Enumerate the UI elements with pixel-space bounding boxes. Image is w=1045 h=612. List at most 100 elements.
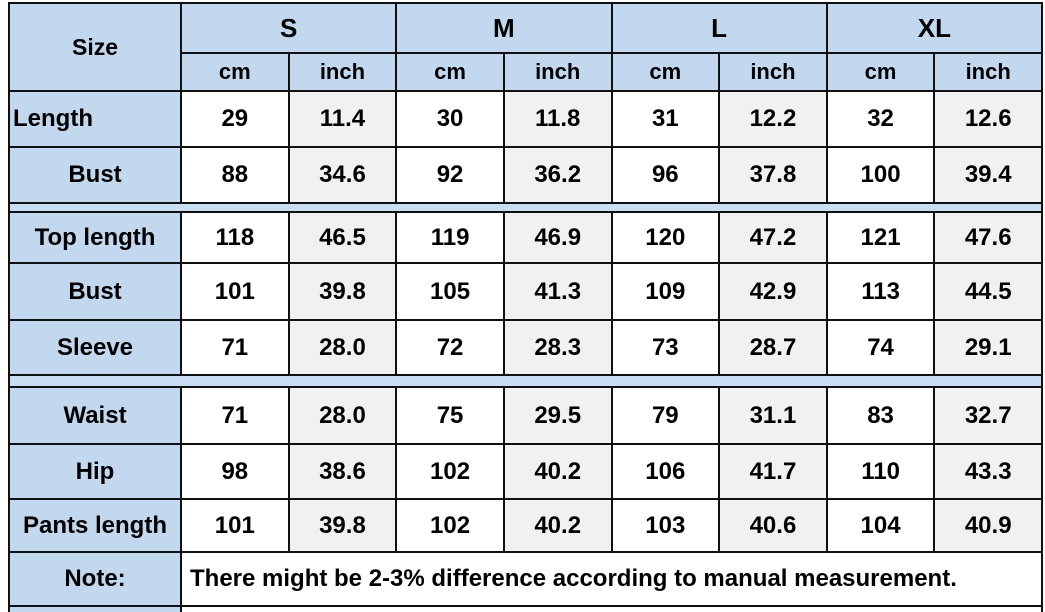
table-cell: 29.5 [502,386,613,445]
size-group-s: S [179,2,398,54]
section-divider [8,374,1043,388]
table-cell: 12.6 [933,90,1043,148]
table-cell: 92 [395,146,505,204]
table-cell: 96 [610,146,721,204]
table-cell: 40.9 [933,498,1043,553]
table-cell: 119 [395,211,505,264]
section-divider [8,202,1043,213]
size-group-l: L [610,2,828,54]
size-chart: Size S M L XL cm inch cm inch cm inch cm… [8,2,1043,612]
unit-header-inch: inch [933,52,1043,92]
table-cell: 83 [825,386,936,445]
unit-header-cm: cm [395,52,505,92]
table-cell: 46.5 [287,211,398,264]
table-cell: 71 [180,386,290,445]
table-cell: 104 [825,498,936,553]
table-cell: 118 [180,211,290,264]
table-cell: 32 [825,90,936,148]
table-row: Waist 71 28.0 75 29.5 79 31.1 83 32.7 [8,386,1043,445]
table-cell: 28.0 [287,319,398,376]
unit-header-inch: inch [718,52,828,92]
unit-header-cm: cm [825,52,936,92]
size-group-m: M [395,2,613,54]
corner-cell: Size [8,2,182,92]
table-cell: 71 [180,319,290,376]
row-label: Bust [8,146,182,204]
table-cell: 88 [180,146,290,204]
unit-header-cm: cm [180,52,290,92]
table-row: Bust 101 39.8 105 41.3 109 42.9 113 44.5 [8,262,1043,321]
size-chart-table: Size S M L XL cm inch cm inch cm inch cm… [8,2,1043,612]
table-cell: 72 [395,319,505,376]
table-cell: 28.0 [287,386,398,445]
note-text-cell: There might be 2-3% difference according… [180,551,1043,607]
table-cell: 40.2 [502,443,613,500]
table-cell: 39.4 [933,146,1043,204]
table-cell: 28.3 [502,319,613,376]
table-cell: 11.4 [287,90,398,148]
table-row: Hip 98 38.6 102 40.2 106 41.7 110 43.3 [8,443,1043,500]
table-cell: 100 [825,146,936,204]
unit-header-cm: cm [610,52,721,92]
table-row: Top length 118 46.5 119 46.9 120 47.2 12… [8,211,1043,264]
clipped-row [8,605,1043,612]
table-row: Pants length 101 39.8 102 40.2 103 40.6 … [8,498,1043,553]
table-cell: 42.9 [718,262,828,321]
table-cell: 29.1 [933,319,1043,376]
table-cell: 31 [610,90,721,148]
table-cell: 113 [825,262,936,321]
table-cell: 44.5 [933,262,1043,321]
table-cell: 29 [180,90,290,148]
row-label: Top length [8,211,182,264]
table-cell: 105 [395,262,505,321]
table-cell: 40.2 [502,498,613,553]
table-cell: 73 [610,319,721,376]
table-row: Bust 88 34.6 92 36.2 96 37.8 100 39.4 [8,146,1043,204]
section-divider-row [8,202,1043,213]
table-cell: 47.2 [718,211,828,264]
table-cell: 109 [610,262,721,321]
unit-header-inch: inch [287,52,398,92]
table-cell: 98 [180,443,290,500]
table-cell: 74 [825,319,936,376]
clipped-cell [180,605,1043,612]
table-cell: 31.1 [718,386,828,445]
table-row: Sleeve 71 28.0 72 28.3 73 28.7 74 29.1 [8,319,1043,376]
unit-header-row: cm inch cm inch cm inch cm inch [9,52,1043,92]
table-cell: 43.3 [933,443,1043,500]
table-cell: 46.9 [502,211,613,264]
note-label-cell: Note: [8,551,182,607]
table-cell: 39.8 [287,498,398,553]
table-cell: 102 [395,498,505,553]
row-label: Hip [8,443,182,500]
table-cell: 12.2 [718,90,828,148]
note-row: Note: There might be 2-3% difference acc… [8,551,1043,607]
table-cell: 37.8 [718,146,828,204]
clipped-label-cell [8,605,182,612]
row-label: Pants length [8,498,182,553]
size-group-xl: XL [825,2,1043,54]
table-cell: 110 [825,443,936,500]
row-label: Length [8,90,182,148]
table-cell: 79 [610,386,721,445]
section-divider-row [8,374,1043,388]
row-label: Waist [8,386,182,445]
table-cell: 41.3 [502,262,613,321]
table-cell: 120 [610,211,721,264]
table-cell: 102 [395,443,505,500]
table-cell: 40.6 [718,498,828,553]
size-header-row: Size S M L XL [8,2,1043,92]
table-cell: 101 [180,498,290,553]
table-cell: 41.7 [718,443,828,500]
table-cell: 34.6 [287,146,398,204]
row-label: Sleeve [8,319,182,376]
table-cell: 11.8 [502,90,613,148]
table-cell: 121 [825,211,936,264]
table-cell: 101 [180,262,290,321]
table-cell: 36.2 [502,146,613,204]
table-cell: 106 [610,443,721,500]
table-cell: 75 [395,386,505,445]
table-cell: 38.6 [287,443,398,500]
table-cell: 39.8 [287,262,398,321]
table-cell: 103 [610,498,721,553]
